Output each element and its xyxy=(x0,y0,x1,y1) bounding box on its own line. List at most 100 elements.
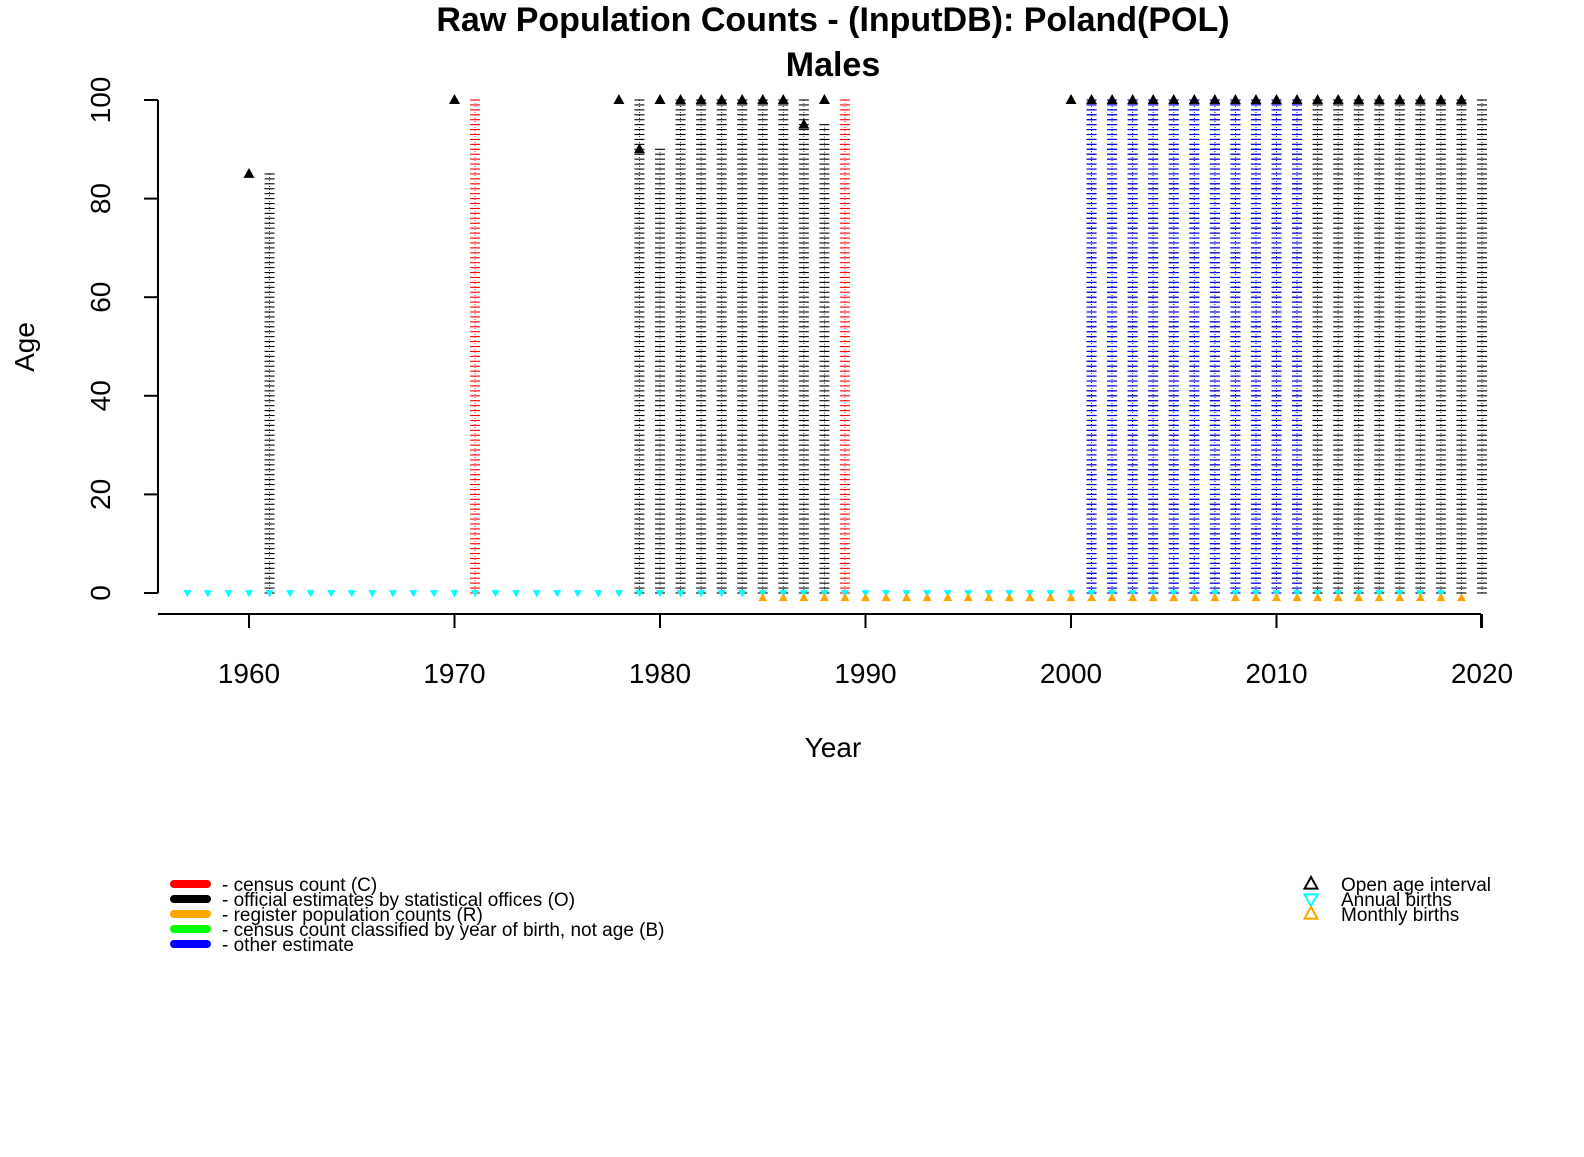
chart-title: Raw Population Counts - (InputDB): Polan… xyxy=(436,1,1229,39)
open-age-marker xyxy=(716,94,728,104)
monthly-birth-marker xyxy=(902,593,912,602)
monthly-birth-marker xyxy=(861,593,870,602)
data-column-O-1987 xyxy=(798,99,809,594)
data-column-O-1983 xyxy=(716,99,727,594)
open-age-marker xyxy=(1127,94,1139,104)
chart-subtitle: Males xyxy=(786,46,881,84)
annual-birth-marker xyxy=(265,590,274,598)
open-age-marker xyxy=(1147,94,1159,104)
x-tick-label: 1960 xyxy=(218,658,280,689)
monthly-birth-marker xyxy=(1415,593,1425,602)
legend-label: - census count classified by year of bir… xyxy=(222,920,665,941)
data-column-O-2018 xyxy=(1435,99,1446,594)
x-tick-label: 1990 xyxy=(834,658,896,689)
annual-birth-marker xyxy=(450,590,459,598)
annual-birth-marker xyxy=(656,590,664,598)
open-age-marker xyxy=(1188,94,1200,104)
legend-symbol xyxy=(1302,904,1320,920)
data-column-O-2012 xyxy=(1312,99,1323,594)
monthly-birth-marker xyxy=(1251,593,1261,602)
x-tick-label: 2020 xyxy=(1451,658,1513,689)
legend-label: Open age interval xyxy=(1341,875,1491,896)
data-column-O-2019 xyxy=(1456,99,1467,594)
open-age-marker xyxy=(1435,94,1447,104)
open-age-marker xyxy=(1353,94,1365,104)
data-column-O-2020 xyxy=(1477,99,1487,594)
monthly-birth-marker xyxy=(1189,593,1199,602)
monthly-birth-marker xyxy=(758,593,768,602)
data-column-other-2009 xyxy=(1250,99,1261,594)
legend-label: - census count (C) xyxy=(222,875,377,896)
data-column-O-2016 xyxy=(1394,99,1405,594)
annual-birth-marker xyxy=(245,590,253,598)
open-age-marker xyxy=(243,168,255,178)
monthly-birth-marker xyxy=(1128,593,1138,602)
monthly-birth-marker xyxy=(840,593,850,602)
annual-birth-marker xyxy=(738,590,747,598)
annual-birth-marker xyxy=(614,590,623,598)
annual-birth-marker xyxy=(635,590,644,598)
annual-birth-marker xyxy=(224,590,233,598)
data-column-O-2017 xyxy=(1415,99,1426,594)
x-tick-label: 2010 xyxy=(1245,658,1307,689)
legend-label: - other estimate xyxy=(222,935,354,956)
monthly-birth-marker xyxy=(1272,593,1281,602)
data-column-O-1984 xyxy=(737,99,748,594)
open-age-marker xyxy=(736,94,748,104)
monthly-birth-marker xyxy=(1148,593,1158,602)
open-age-marker xyxy=(675,94,687,104)
data-column-other-2011 xyxy=(1292,99,1303,594)
x-tick-label: 2000 xyxy=(1040,658,1102,689)
annual-birth-marker xyxy=(717,590,726,598)
annual-birth-marker xyxy=(676,590,685,598)
monthly-birth-marker xyxy=(799,593,809,602)
data-column-O-1980 xyxy=(655,148,665,594)
annual-birth-marker xyxy=(388,590,397,598)
legend-label: Annual births xyxy=(1341,890,1452,911)
monthly-birth-marker xyxy=(1354,593,1364,602)
open-age-marker xyxy=(1312,94,1324,104)
open-age-marker xyxy=(1373,94,1385,104)
annual-birth-marker xyxy=(327,590,336,598)
open-age-marker xyxy=(1332,94,1344,104)
monthly-birth-marker xyxy=(1087,593,1097,602)
data-column-O-1988 xyxy=(819,124,830,594)
data-column-O-2015 xyxy=(1374,99,1385,594)
monthly-birth-marker xyxy=(1004,593,1014,602)
y-tick-label: 0 xyxy=(85,585,116,601)
data-column-O-1981 xyxy=(675,99,686,594)
annual-birth-marker xyxy=(409,590,418,598)
open-age-marker xyxy=(1291,94,1303,104)
y-tick-label: 60 xyxy=(85,282,116,313)
annual-birth-marker xyxy=(368,590,377,598)
data-column-O-1979 xyxy=(634,99,645,594)
legend-symbol xyxy=(1302,893,1320,909)
y-tick-label: 40 xyxy=(85,380,116,411)
open-age-marker xyxy=(1065,94,1077,104)
monthly-birth-marker xyxy=(1066,593,1076,602)
x-tick-label: 1970 xyxy=(423,658,485,689)
annual-birth-marker xyxy=(306,590,315,598)
open-age-marker xyxy=(1168,94,1180,104)
monthly-birth-marker xyxy=(1313,593,1323,602)
open-age-marker xyxy=(1394,94,1406,104)
monthly-birth-marker xyxy=(1436,593,1446,602)
annual-birth-marker xyxy=(594,590,603,598)
data-column-C-1989 xyxy=(839,99,850,594)
data-column-other-2008 xyxy=(1230,99,1241,594)
monthly-birth-marker xyxy=(1169,593,1179,602)
x-axis-label: Year xyxy=(805,732,862,763)
annual-birth-marker xyxy=(512,590,521,598)
data-column-C-1971 xyxy=(470,99,481,594)
open-age-marker xyxy=(777,94,789,104)
monthly-birth-marker xyxy=(1210,593,1220,602)
open-age-marker xyxy=(1250,94,1262,104)
monthly-birth-marker xyxy=(1230,593,1240,602)
axes: 1960 1970 1980 1990 2000 2010 2020 0 20 40 60 80 100 xyxy=(85,77,1513,689)
open-age-marker xyxy=(818,94,830,104)
annual-birth-marker xyxy=(471,590,480,598)
data-column-other-2010 xyxy=(1271,99,1282,594)
annual-birth-marker xyxy=(429,590,438,598)
data-column-O-2014 xyxy=(1353,99,1364,594)
